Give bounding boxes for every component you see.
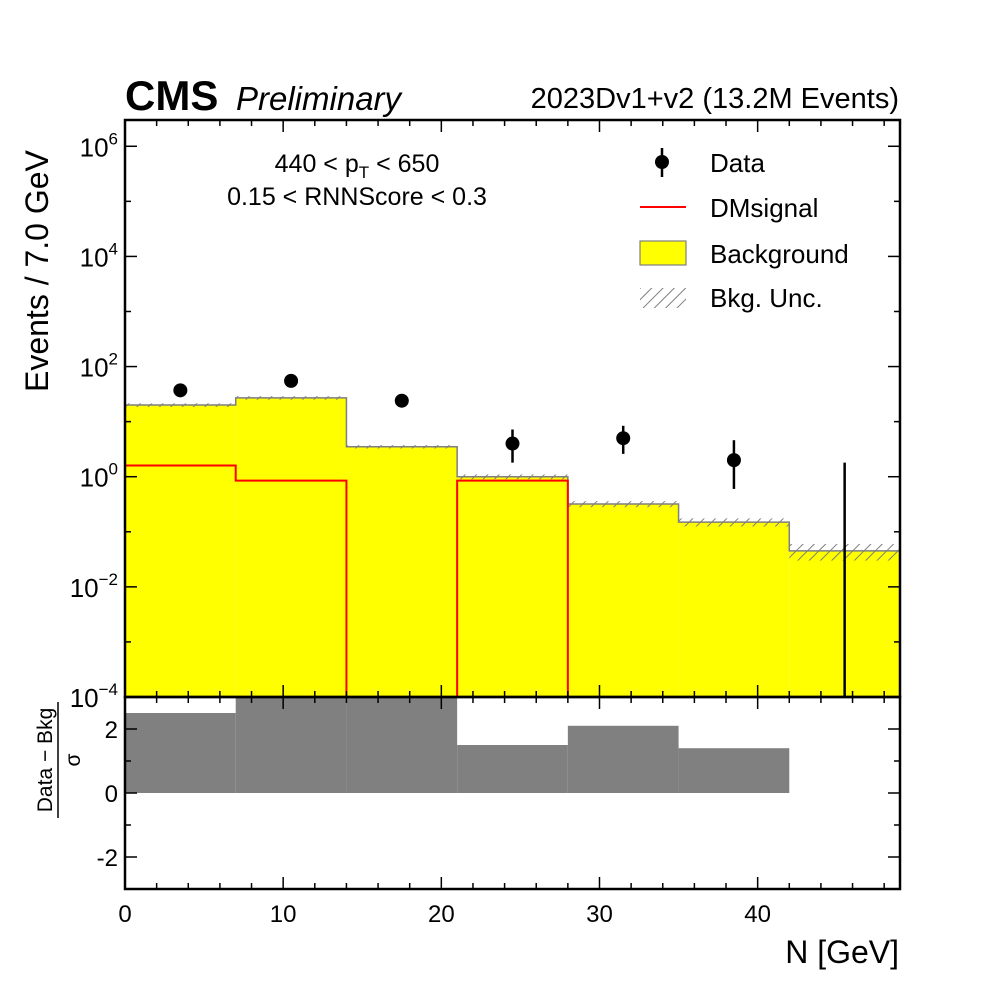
y-tick-base: 10: [80, 132, 109, 162]
x-tick-label: 10: [270, 901, 297, 928]
data-points-layer: [173, 373, 846, 697]
y-tick-base: 10: [80, 463, 109, 493]
y-tick-exponent: −2: [99, 570, 118, 589]
rnn-cut-label: 0.15 < RNNScore < 0.3: [227, 183, 487, 211]
pull-bar: [235, 697, 347, 793]
pull-bar: [346, 697, 458, 793]
ratio-tick-label: -2: [97, 845, 118, 872]
ratio-plot-area: [125, 697, 790, 793]
y-tick-label: 100: [80, 460, 118, 493]
x-axis-title: N [GeV]: [785, 934, 899, 970]
ratio-y-denominator: σ: [62, 753, 85, 766]
x-tick-label: 30: [586, 901, 613, 928]
y-tick-exponent: −4: [99, 680, 118, 699]
background-bar: [567, 503, 679, 697]
background-outline: [125, 397, 900, 552]
ratio-y-axis-title: Data − Bkg σ: [34, 702, 85, 818]
main-plot-area: [125, 396, 900, 697]
data-point: [726, 453, 741, 468]
y-tick-label: 102: [80, 350, 118, 383]
legend-uncertainty-swatch: [640, 288, 686, 308]
data-point: [173, 383, 188, 398]
legend-signal-label: DMsignal: [710, 193, 818, 223]
pull-bar: [125, 713, 236, 793]
legend-data-label: Data: [710, 148, 765, 178]
background-bar: [678, 522, 790, 697]
y-tick-exponent: 6: [109, 129, 118, 148]
pull-bar: [457, 745, 568, 793]
y-tick-base: 10: [70, 683, 99, 713]
x-tick-label: 0: [118, 901, 131, 928]
legend: Data DMsignal Background Bkg. Unc.: [639, 148, 849, 313]
y-tick-label: 104: [80, 239, 118, 272]
y-tick-base: 10: [80, 353, 109, 383]
pull-bar: [567, 725, 679, 793]
data-point: [505, 436, 520, 451]
pull-bar: [678, 748, 790, 793]
legend-background-swatch: [639, 240, 687, 266]
background-bar: [125, 405, 236, 697]
y-tick-label: 106: [80, 129, 118, 162]
y-tick-label: 10−4: [70, 680, 118, 713]
data-point: [284, 373, 299, 388]
experiment-label: CMS: [125, 72, 218, 119]
background-bar: [457, 476, 568, 697]
dataset-label: 2023Dv1+v2 (13.2M Events): [531, 83, 899, 115]
data-point: [616, 431, 631, 446]
x-tick-label: 40: [744, 901, 771, 928]
legend-uncertainty-label: Bkg. Unc.: [710, 283, 823, 313]
ratio-tick-label: 2: [105, 717, 118, 744]
status-label: Preliminary: [236, 80, 404, 117]
y-axis-title: Events / 7.0 GeV: [19, 149, 55, 392]
ratio-tick-label: 0: [105, 781, 118, 808]
background-bar: [235, 397, 347, 697]
y-tick-exponent: 2: [109, 350, 118, 369]
pt-cut-prefix: 440 < p: [275, 150, 359, 178]
y-tick-exponent: 0: [109, 460, 118, 479]
data-point: [394, 393, 409, 408]
y-tick-base: 10: [70, 573, 99, 603]
legend-background-label: Background: [710, 239, 849, 269]
ratio-y-numerator: Data − Bkg: [34, 708, 57, 812]
signal-step-line: [125, 464, 569, 697]
y-tick-base: 10: [80, 242, 109, 272]
y-tick-exponent: 4: [109, 239, 118, 258]
y-tick-label: 10−2: [70, 570, 118, 603]
pt-cut-subscript: T: [359, 163, 369, 182]
x-tick-label: 20: [428, 901, 455, 928]
pt-cut-suffix: < 650: [369, 150, 439, 178]
pt-cut-label: 440 < pT < 650: [275, 150, 440, 182]
background-bar: [346, 446, 458, 697]
